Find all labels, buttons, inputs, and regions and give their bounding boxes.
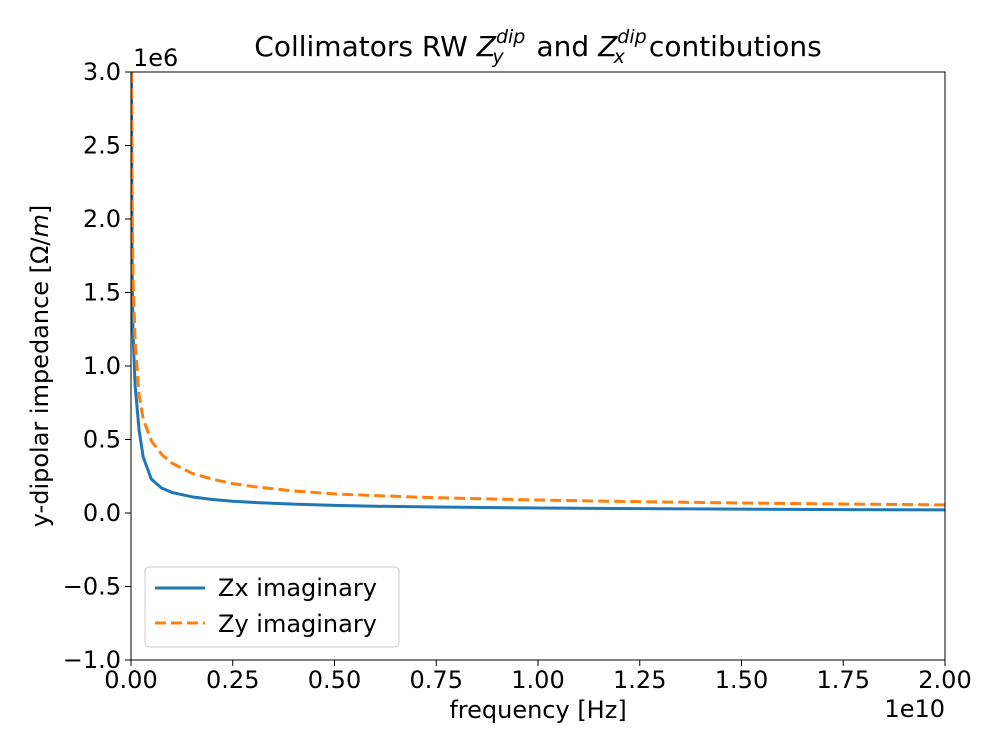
plot-area [131, 72, 945, 660]
x-offset-text: 1e10 [884, 695, 945, 723]
y-tick-label: 2.5 [83, 132, 121, 160]
x-tick-label: 1.25 [613, 666, 666, 694]
x-tick-label: 1.00 [511, 666, 564, 694]
legend-box [144, 566, 400, 648]
y-offset-text: 1e6 [133, 44, 178, 72]
y-tick-label: −1.0 [63, 646, 121, 674]
y-tick-label: 2.0 [83, 205, 121, 233]
y-tick-label: 0.5 [83, 426, 121, 454]
legend-label-zx: Zx imaginary [218, 574, 377, 602]
y-axis-ticks: −1.0 −0.5 0.0 0.5 1.0 1.5 2.0 2.5 3.0 [63, 58, 131, 674]
x-tick-label: 1.50 [715, 666, 768, 694]
series-line-zx-imaginary [131, 72, 945, 512]
x-tick-label: 0.50 [308, 666, 361, 694]
x-axis-label: frequency [Hz] [449, 696, 626, 724]
legend-label-zy: Zy imaginary [218, 610, 377, 638]
y-axis-label: y-dipolar impedance [Ω/m] [26, 205, 54, 527]
legend: Zx imaginary Zy imaginary [144, 566, 400, 648]
y-tick-label: 3.0 [83, 58, 121, 86]
series-line-zy-imaginary [131, 72, 945, 507]
y-tick-label: −0.5 [63, 573, 121, 601]
y-tick-label: 1.5 [83, 279, 121, 307]
x-tick-label: 0.75 [410, 666, 463, 694]
y-tick-label: 0.0 [83, 499, 121, 527]
x-tick-label: 2.00 [918, 666, 971, 694]
y-tick-label: 1.0 [83, 352, 121, 380]
series-group [131, 72, 945, 512]
chart-title: Collimators RW Zdip y and Zdip x contibutio… [254, 26, 821, 68]
x-tick-label: 0.25 [206, 666, 259, 694]
x-tick-label: 0.00 [104, 666, 157, 694]
x-axis-ticks: 0.00 0.25 0.50 0.75 1.00 1.25 1.50 1.75 2.00 [104, 660, 972, 694]
x-tick-label: 1.75 [817, 666, 870, 694]
